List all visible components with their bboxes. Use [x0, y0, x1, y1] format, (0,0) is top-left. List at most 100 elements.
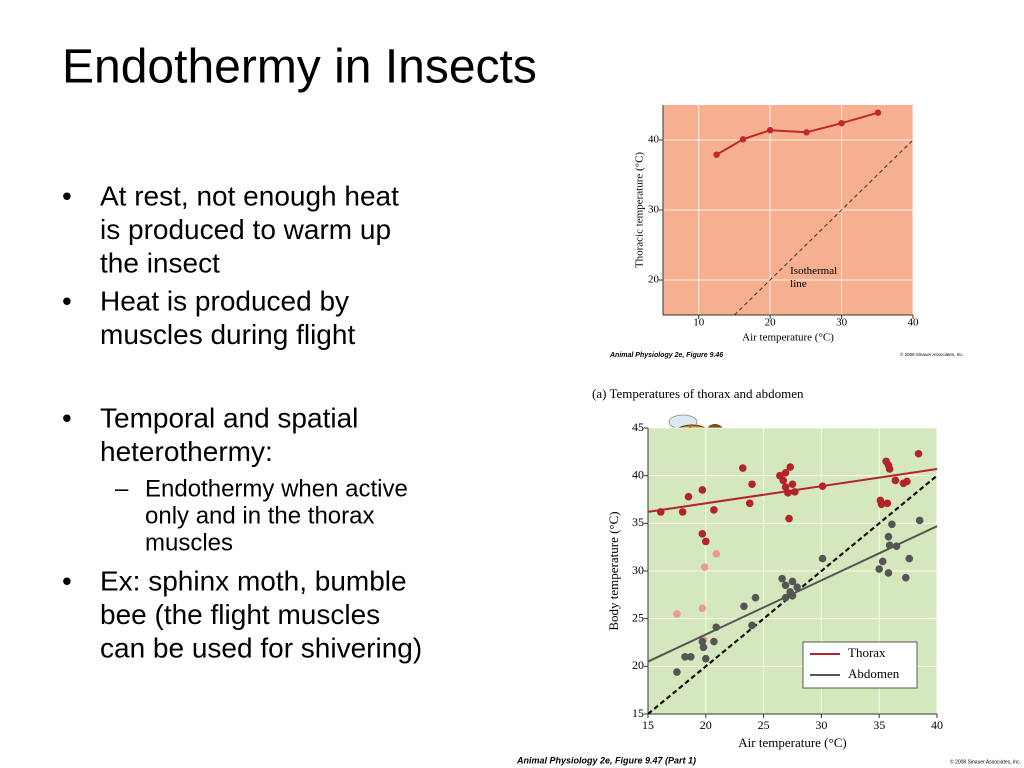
- y-tick-label: 20: [632, 658, 644, 672]
- scatter-point: [748, 621, 756, 630]
- data-point: [803, 129, 810, 136]
- chart: 10 20 30 40 20 30 40 Air temperature (°C) Thorac…: [609, 105, 964, 359]
- scatter-point: [903, 477, 911, 486]
- data-point: [739, 136, 747, 143]
- legend-label: Thorax: [848, 645, 886, 660]
- annotation: line: [790, 278, 807, 290]
- scatter-point: [779, 476, 788, 485]
- x-tick-label: 20: [765, 317, 777, 329]
- data-line: [716, 111, 879, 156]
- bullet-text: the insect: [100, 247, 220, 278]
- bullet-text: Heat is produced by: [100, 285, 349, 316]
- y-axis-label: Body temperature (°C): [606, 511, 621, 630]
- x-tick-label: 15: [642, 718, 654, 732]
- scatter-point: [678, 508, 687, 516]
- x-tick-label: 40: [931, 718, 943, 732]
- y-tick-label: 25: [632, 610, 644, 624]
- copyright: © 2008 Sinauer Associates, Inc.: [900, 351, 964, 357]
- bullet-text: can be used for shivering): [100, 632, 422, 663]
- legend-box: [802, 641, 918, 689]
- y-tick-label: 15: [632, 706, 644, 720]
- y-tick-label: 30: [632, 563, 644, 577]
- scatter-point: [698, 530, 707, 538]
- scatter-point: [901, 573, 910, 582]
- scatter-point: [875, 565, 883, 573]
- sub-bullet-marker: –: [115, 475, 129, 502]
- bullet-marker: •: [62, 180, 72, 211]
- scatter-point: [681, 653, 689, 661]
- y-tick-label: 40: [648, 134, 660, 146]
- scatter-point: [786, 463, 794, 471]
- scatter-point: [684, 492, 693, 501]
- x-axis-label: Air temperature (°C): [738, 735, 846, 750]
- x-tick-label: 20: [700, 718, 712, 732]
- sub-bullet-text: Endothermy when active: [145, 475, 408, 502]
- scatter-point: [698, 637, 707, 646]
- scatter-point: [738, 464, 747, 472]
- scatter-point: [673, 668, 681, 676]
- x-axis-label: Air temperature (°C): [742, 332, 834, 344]
- scatter-point: [891, 476, 900, 485]
- copyright: © 2008 Sinauer Associates, Inc.: [950, 758, 1021, 765]
- x-tick-label: 10: [693, 317, 705, 329]
- bullet-text: Ex: sphinx moth, bumble: [100, 565, 407, 596]
- bullet-text: At rest, not enough heat: [100, 180, 399, 211]
- scatter-point: [785, 514, 793, 523]
- x-tick-label: 40: [908, 317, 920, 329]
- sub-bullet-text: only and in the thorax: [145, 502, 375, 529]
- x-tick-label: 25: [758, 718, 770, 732]
- y-tick-label: 45: [632, 420, 644, 434]
- y-tick-label: 20: [648, 274, 660, 286]
- annotation: Isothermal: [790, 265, 837, 277]
- scatter-point: [686, 653, 695, 661]
- scatter-point: [884, 461, 893, 469]
- scatter-point: [710, 637, 718, 646]
- scatter-point: [698, 604, 707, 612]
- x-tick-label: 35: [873, 718, 885, 732]
- scatter-point: [914, 449, 923, 458]
- scatter-point: [748, 480, 756, 489]
- scatter-point: [673, 610, 681, 618]
- chart: 15 20 25 30 35 40 15 20 25 30 35 40 45 Air temperatur…: [516, 386, 1021, 765]
- scatter-point: [877, 500, 886, 509]
- y-axis-label: Thoracic temperature (°C): [634, 152, 646, 269]
- scatter-point: [700, 563, 709, 571]
- scatter-point: [818, 554, 827, 563]
- figure-caption: Animal Physiology 2e, Figure 9.46: [609, 352, 723, 359]
- slide-title: Endothermy in Insects: [62, 41, 537, 94]
- scatter-point: [710, 506, 718, 514]
- scatter-point: [712, 550, 721, 558]
- data-point: [713, 151, 720, 158]
- scatter-point: [793, 583, 801, 592]
- scatter-point: [788, 480, 797, 489]
- bullet-text: muscles during flight: [100, 319, 355, 350]
- scatter-point: [751, 593, 760, 602]
- data-point: [874, 109, 882, 116]
- fit-line: [647, 525, 938, 663]
- chart-title: (a) Temperatures of thorax and abdomen: [592, 386, 804, 401]
- fit-line: [647, 468, 938, 513]
- scatter-point: [702, 537, 710, 546]
- bullet-text: heterothermy:: [100, 436, 273, 467]
- y-tick-label: 30: [648, 204, 660, 216]
- y-tick-label: 35: [632, 515, 644, 529]
- scatter-point: [888, 520, 896, 529]
- x-tick-label: 30: [836, 317, 848, 329]
- figure-caption: Animal Physiology 2e, Figure 9.47 (Part …: [516, 755, 696, 765]
- scatter-point: [745, 499, 754, 508]
- scatter-point: [781, 581, 790, 590]
- scatter-point: [905, 554, 914, 563]
- scatter-point: [878, 557, 887, 566]
- scatter-point: [883, 499, 892, 508]
- sub-bullet-text: muscles: [145, 529, 233, 556]
- scatter-point: [884, 532, 893, 541]
- scatter-point: [702, 654, 710, 663]
- legend: Thorax Abdomen: [802, 641, 918, 689]
- scatter-point: [699, 643, 708, 652]
- scatter-point: [788, 577, 797, 586]
- data-point: [766, 127, 774, 134]
- x-tick-label: 30: [815, 718, 827, 732]
- bullet-marker: •: [62, 565, 72, 596]
- scatter-point: [778, 574, 786, 583]
